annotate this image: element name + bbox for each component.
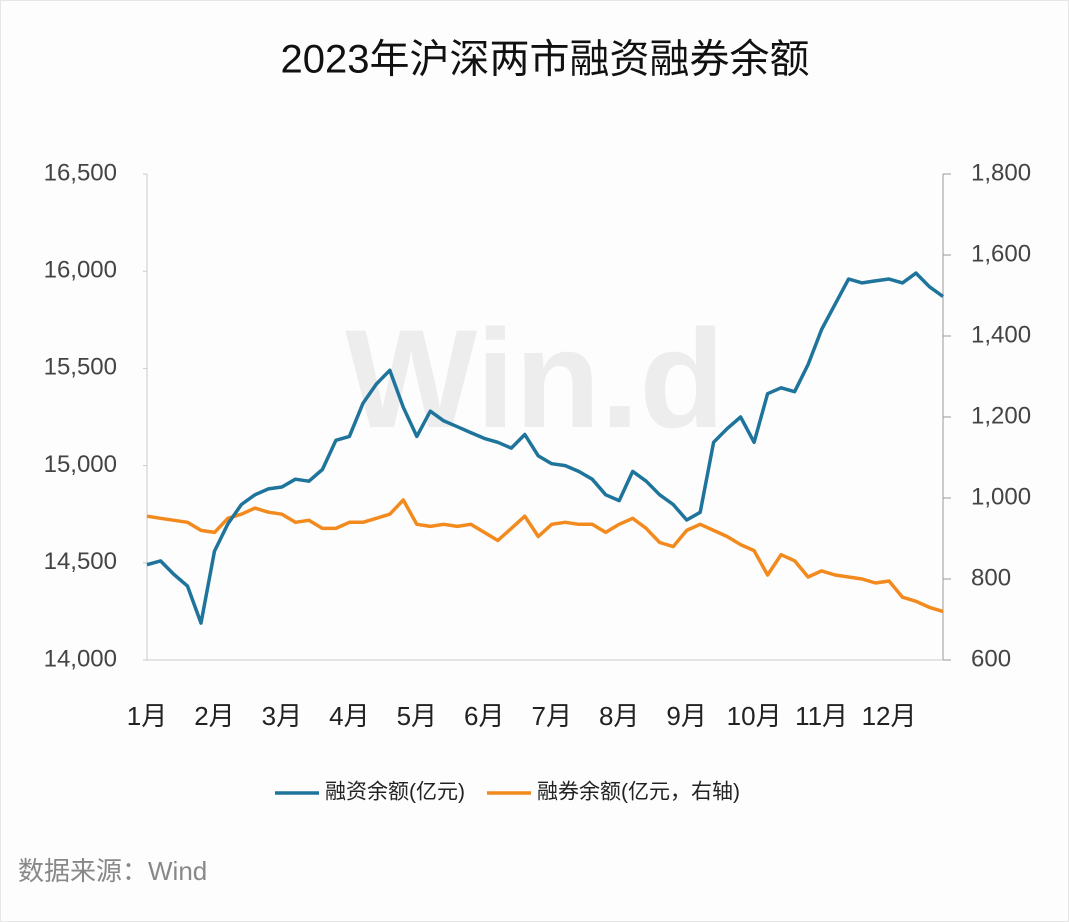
x-tick-label: 9月 [666,701,706,731]
y2-tick-label: 1,400 [971,321,1031,348]
y-tick-label: 15,000 [44,451,117,478]
y-tick-label: 14,000 [44,645,117,672]
y-tick-label: 16,000 [44,257,117,284]
legend-label: 融资余额(亿元) [325,781,465,804]
x-tick-label: 8月 [599,701,639,731]
x-tick-label: 11月 [795,701,848,731]
x-tick-label: 5月 [397,701,437,731]
x-tick-label: 3月 [262,701,302,731]
legend-label: 融券余额(亿元，右轴) [537,781,740,804]
y2-tick-label: 1,800 [971,159,1031,186]
y-tick-label: 15,500 [44,354,117,381]
data-line [146,271,945,625]
y2-tick-label: 800 [971,564,1011,591]
data-line [146,498,944,614]
x-tick-label: 1月 [127,701,167,731]
y2-tick-label: 600 [971,645,1011,672]
x-tick-label: 12月 [862,701,917,731]
x-tick-label: 6月 [464,701,504,731]
y-tick-label: 16,500 [44,159,117,186]
x-tick-label: 7月 [532,701,572,731]
y2-tick-label: 1,200 [971,402,1031,429]
x-tick-label: 4月 [329,701,369,731]
chart-title: 2023年沪深两市融资融券余额 [281,38,810,82]
y2-tick-label: 1,600 [971,240,1031,267]
x-tick-label: 2月 [194,701,234,731]
y-tick-label: 14,500 [44,548,117,575]
source-note: 数据来源：Wind [18,856,207,886]
watermark: Win.d [345,300,725,457]
y2-tick-label: 1,000 [971,483,1031,510]
x-tick-label: 10月 [727,701,782,731]
